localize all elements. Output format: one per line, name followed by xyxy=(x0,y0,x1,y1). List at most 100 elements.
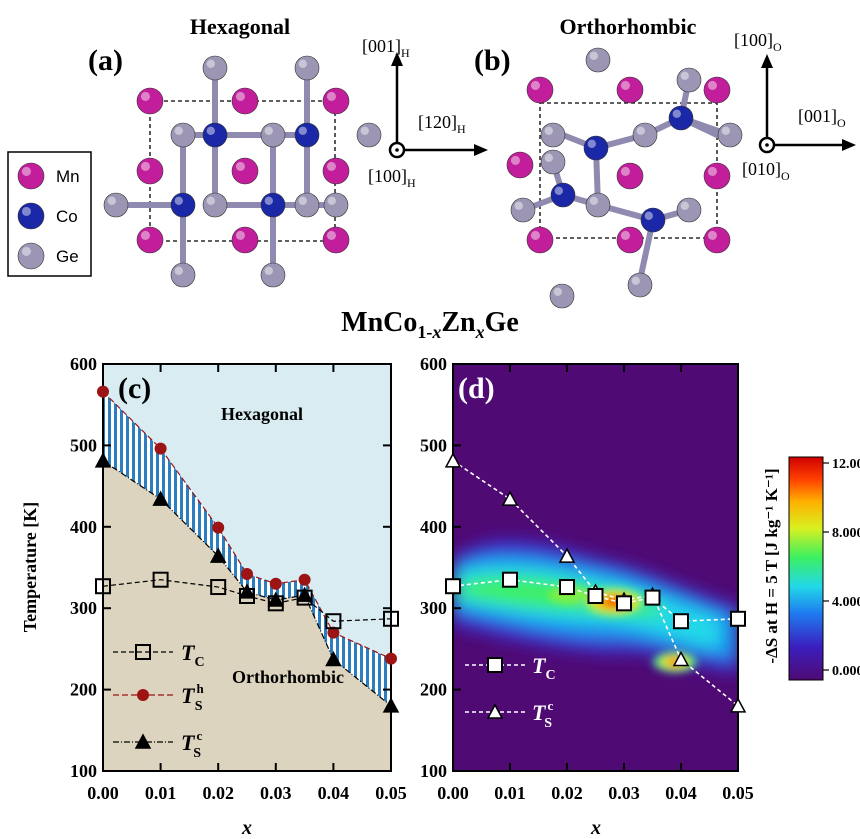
atom-body xyxy=(136,87,164,115)
mn-atom xyxy=(616,76,644,104)
atom-body xyxy=(676,67,702,93)
panel-d-frame xyxy=(452,363,739,772)
x-tick-label: 0.02 xyxy=(551,783,583,803)
ge-atom xyxy=(170,262,196,288)
x-tick-label: 0.05 xyxy=(375,783,407,803)
data-point-triangle xyxy=(134,733,152,749)
ge-atom xyxy=(676,67,702,93)
panel-c-ticks: 0.00 0.01 0.02 0.03 0.04 0.05 100 200 300 400 500 6… xyxy=(70,354,407,803)
atom-highlight xyxy=(298,59,307,68)
mn-atom xyxy=(322,157,350,185)
y-tick-label: 300 xyxy=(420,598,447,618)
atom-body xyxy=(17,202,45,230)
data-point-square xyxy=(445,578,461,595)
atom-highlight xyxy=(510,155,520,165)
mn-atom xyxy=(322,87,350,115)
ge-atom xyxy=(294,192,320,218)
legend-item: TC xyxy=(465,653,556,683)
atom-highlight xyxy=(326,230,337,240)
panel-label-c: (c) xyxy=(118,372,151,405)
panel-label-b: (b) xyxy=(474,44,511,77)
data-point-triangle xyxy=(238,583,256,599)
x-tick-label: 0.00 xyxy=(87,783,119,803)
data-point-square xyxy=(673,613,689,630)
mn-atom xyxy=(231,87,259,115)
atom-body xyxy=(506,151,534,179)
y-tick-label: 500 xyxy=(420,435,447,455)
data-point-square xyxy=(267,595,284,612)
x-tick-label: 0.02 xyxy=(202,783,234,803)
atom-body xyxy=(585,192,611,218)
y-tick-label: 600 xyxy=(420,354,447,374)
data-point-square xyxy=(296,589,313,606)
data-point-triangle xyxy=(672,650,690,667)
x-tick-label: 0.01 xyxy=(145,783,177,803)
mn-atom xyxy=(703,76,731,104)
atom-body xyxy=(17,242,45,270)
y-tick-label: 200 xyxy=(420,680,447,700)
y-tick-label: 400 xyxy=(420,517,447,537)
data-point-square xyxy=(587,587,604,604)
ge-atom xyxy=(585,192,611,218)
atom-highlight xyxy=(174,196,183,205)
atom-highlight xyxy=(680,71,689,81)
ge-atom xyxy=(202,192,228,218)
legend-item: TC xyxy=(113,640,205,670)
atom-highlight xyxy=(107,196,117,205)
ge-atom xyxy=(510,197,536,223)
data-point-circle xyxy=(137,689,149,701)
colorbar-ticks: 0.000 4.000 8.000 12.00 xyxy=(823,457,860,679)
hex-axis-right: [120]H xyxy=(418,112,466,136)
panel-c: 0.00 0.01 0.02 0.03 0.04 0.05 100 200 300 400 500 6… xyxy=(20,354,407,839)
data-point-circle xyxy=(97,385,109,398)
atom-body xyxy=(294,122,320,148)
atom-body xyxy=(703,226,731,254)
data-point-square xyxy=(559,579,575,596)
panel-d-legend: TC T c S xyxy=(465,653,556,731)
atom-body xyxy=(231,157,259,185)
y-tick-label: 100 xyxy=(70,761,97,781)
atom-highlight xyxy=(553,287,562,296)
legend-label: TC xyxy=(181,640,205,670)
hex-axis-center: [100]H xyxy=(368,166,416,190)
atom-body xyxy=(322,226,350,254)
atom-body xyxy=(356,122,382,148)
mn-atom xyxy=(136,87,164,115)
ortho-axis-right: [001]O xyxy=(798,106,846,130)
atom-highlight xyxy=(235,91,245,101)
atom-highlight xyxy=(544,126,553,135)
ge-atom xyxy=(170,122,196,148)
data-point-triangle xyxy=(444,452,462,468)
atom-highlight xyxy=(680,201,689,210)
atom-highlight xyxy=(589,51,598,60)
atom-highlight xyxy=(140,230,150,240)
atom-highlight xyxy=(644,211,653,220)
atom-body xyxy=(322,87,350,115)
atom-highlight xyxy=(174,266,183,275)
atom-body xyxy=(136,226,164,254)
atom-highlight xyxy=(174,126,183,135)
atom-highlight xyxy=(140,161,150,171)
data-point-square xyxy=(502,571,518,588)
mn-atom xyxy=(17,162,45,190)
atom-body xyxy=(632,122,658,148)
ge-atom xyxy=(585,47,611,73)
atom-highlight xyxy=(554,186,563,195)
atom-highlight xyxy=(707,230,717,240)
atom-body xyxy=(583,135,609,161)
data-point-circle xyxy=(298,573,311,586)
atom-body xyxy=(170,122,196,148)
atom-highlight xyxy=(264,126,273,135)
atom-body xyxy=(17,162,45,190)
mn-atom xyxy=(616,226,644,254)
atom-highlight xyxy=(620,166,630,176)
ortho-axis-up: [100]O xyxy=(734,30,782,54)
mn-atom xyxy=(136,226,164,254)
atom-body xyxy=(231,87,259,115)
panel-d-ticks: 0.00 0.01 0.02 0.03 0.04 0.05 100 200 300 400 500 6… xyxy=(420,354,754,803)
data-point-triangle xyxy=(382,697,400,713)
panel-label-d: (d) xyxy=(458,372,495,405)
mn-atom xyxy=(703,226,731,254)
data-point-triangle xyxy=(94,452,112,468)
